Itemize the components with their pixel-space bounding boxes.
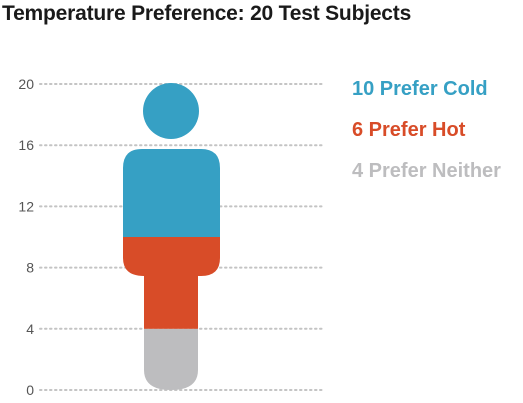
y-tick-label: 0 <box>26 382 34 398</box>
y-tick-label: 8 <box>26 260 34 276</box>
person-figure <box>123 83 220 390</box>
legend-item: 4 Prefer Neither <box>352 160 501 182</box>
y-tick-label: 4 <box>26 321 34 337</box>
legend: 10 Prefer Cold 6 Prefer Hot 4 Prefer Neith… <box>352 78 501 182</box>
y-axis-ticks: 0 4 8 12 16 20 <box>18 76 34 398</box>
segment-prefer-neither <box>123 328 220 390</box>
y-tick-label: 12 <box>18 198 34 214</box>
segment-prefer-cold <box>123 83 220 237</box>
y-tick-label: 20 <box>18 76 34 92</box>
segment-prefer-hot <box>123 237 220 329</box>
legend-item: 10 Prefer Cold <box>352 78 488 100</box>
y-tick-label: 16 <box>18 137 34 153</box>
chart-title: Temperature Preference: 20 Test Subjects <box>2 2 412 25</box>
legend-item: 6 Prefer Hot <box>352 119 466 141</box>
